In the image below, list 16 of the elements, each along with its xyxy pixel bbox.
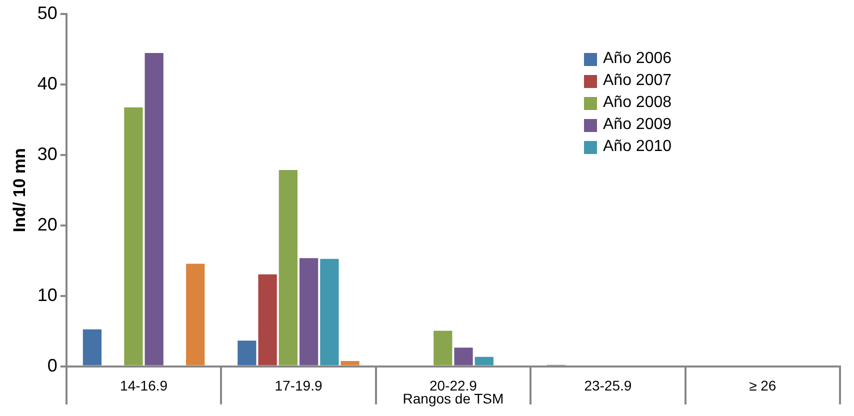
- x-tick-label: ≥ 26: [749, 378, 776, 394]
- y-tick-label: 20: [37, 214, 58, 234]
- x-tick-label: 17-19.9: [274, 378, 322, 394]
- y-axis-title: Ind/ 10 mn: [10, 148, 29, 232]
- legend-label: Año 2009: [603, 116, 672, 134]
- y-tick-label: 30: [37, 144, 58, 164]
- x-tick-label: 14-16.9: [120, 378, 168, 394]
- y-tick-label: 40: [37, 73, 58, 94]
- y-tick-label: 10: [37, 284, 58, 305]
- legend-label: Año 2006: [603, 50, 672, 68]
- y-tick-label: 0: [47, 355, 58, 376]
- legend-label: Año 2008: [603, 94, 672, 112]
- x-tick-label: 23-25.9: [584, 378, 632, 394]
- legend-label: Año 2010: [603, 138, 672, 156]
- y-tick-label: 50: [37, 2, 58, 23]
- legend-label: Año 2007: [603, 72, 672, 90]
